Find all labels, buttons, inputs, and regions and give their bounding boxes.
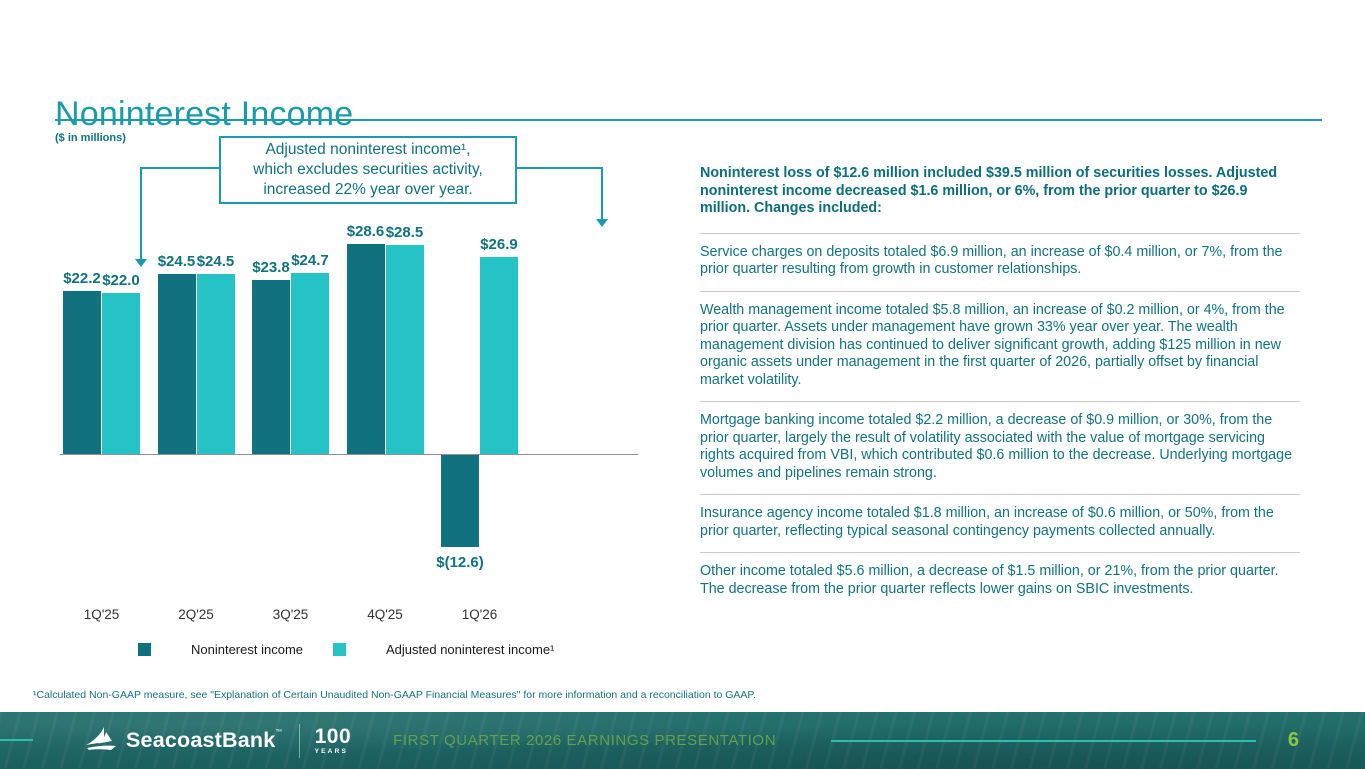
bar-1Q'26-series1 bbox=[441, 455, 479, 548]
bar-value-label: $(12.6) bbox=[436, 554, 484, 572]
bar-3Q'25-series1 bbox=[252, 279, 290, 454]
commentary-item: Other income totaled $5.6 million, a dec… bbox=[700, 552, 1300, 610]
commentary-item: Wealth management income totaled $5.8 mi… bbox=[700, 290, 1300, 402]
x-axis-line bbox=[60, 454, 638, 455]
commentary-item: Insurance agency income totaled $1.8 mil… bbox=[700, 494, 1300, 552]
x-axis-label: 4Q'25 bbox=[367, 607, 403, 622]
footer-divider bbox=[298, 723, 300, 758]
callout-line: which excludes securities activity, bbox=[253, 161, 483, 178]
bar-1Q'26-series2 bbox=[480, 256, 518, 454]
bar-2Q'25-series1 bbox=[157, 274, 196, 454]
callout-connector-left bbox=[140, 167, 219, 169]
chart-legend: Noninterest income Adjusted noninterest i… bbox=[138, 642, 584, 657]
bar-value-label: $24.5 bbox=[196, 253, 235, 271]
bar-1Q'25-series1 bbox=[63, 291, 101, 454]
bar-value-label: $22.0 bbox=[102, 271, 140, 289]
footnote: ¹Calculated Non-GAAP measure, see "Expla… bbox=[33, 689, 756, 701]
bar-value-label: $23.8 bbox=[252, 258, 290, 276]
bar-value-label: $22.2 bbox=[63, 270, 101, 288]
bar-value-label: $28.6 bbox=[346, 223, 385, 241]
years-number: 100 bbox=[314, 724, 352, 748]
bar-chart: $22.2 $22.0 1Q'25 $24.5 $24.5 2Q'25 $23.8 $24.7… bbox=[55, 210, 645, 640]
commentary-heading: Noninterest loss of $12.6 million includ… bbox=[700, 165, 1278, 216]
bar-1Q'25-series2 bbox=[102, 292, 140, 454]
x-axis-label: 2Q'25 bbox=[178, 607, 214, 622]
commentary-panel: Noninterest loss of $12.6 million includ… bbox=[700, 165, 1300, 610]
page-number: 6 bbox=[1287, 729, 1299, 751]
x-axis-label: 1Q'25 bbox=[83, 607, 120, 622]
presentation-title: FIRST QUARTER 2026 EARNINGS PRESENTATION bbox=[393, 732, 777, 749]
years-label: YEARS bbox=[314, 747, 349, 755]
bar-4Q'25-series1 bbox=[346, 244, 385, 454]
units-label: ($ in millions) bbox=[55, 132, 126, 144]
legend-swatch-icon bbox=[333, 643, 346, 656]
callout-connector-right-drop bbox=[601, 167, 603, 219]
callout-box: Adjusted noninterest income¹, which exclu… bbox=[219, 136, 517, 204]
callout-line: Adjusted noninterest income¹, bbox=[265, 141, 471, 158]
bar-value-label: $24.5 bbox=[157, 253, 196, 271]
footer-left-accent-line bbox=[0, 739, 33, 741]
trademark-mark: ™ bbox=[275, 729, 283, 736]
x-axis-label: 3Q'25 bbox=[272, 607, 309, 622]
centennial-logo: 100 YEARS bbox=[315, 726, 352, 756]
bar-3Q'25-series2 bbox=[291, 272, 329, 454]
commentary-item: Mortgage banking income totaled $2.2 mil… bbox=[700, 401, 1300, 494]
page-title: Noninterest Income bbox=[55, 94, 354, 133]
logo-text: SeacoastBank™ bbox=[126, 728, 283, 752]
bar-value-label: $28.5 bbox=[385, 224, 424, 242]
arrow-down-icon bbox=[596, 219, 608, 227]
bar-value-label: $26.9 bbox=[480, 235, 518, 253]
commentary-item: Service charges on deposits totaled $6.9… bbox=[700, 232, 1300, 291]
seacoast-logo: SeacoastBank™ bbox=[84, 726, 283, 756]
callout-connector-right bbox=[515, 167, 603, 169]
title-underline bbox=[55, 119, 1322, 121]
legend-item: Adjusted noninterest income¹ bbox=[333, 642, 554, 657]
legend-label: Adjusted noninterest income¹ bbox=[386, 642, 555, 657]
legend-label: Noninterest income bbox=[191, 642, 303, 657]
bar-4Q'25-series2 bbox=[385, 245, 424, 454]
commentary-list: Service charges on deposits totaled $6.9… bbox=[700, 232, 1300, 611]
x-axis-label: 1Q'26 bbox=[461, 607, 498, 622]
bar-value-label: $24.7 bbox=[291, 251, 329, 269]
legend-swatch-icon bbox=[138, 643, 151, 656]
legend-item: Noninterest income bbox=[138, 642, 303, 657]
bar-2Q'25-series2 bbox=[196, 274, 235, 454]
footer-accent-line bbox=[831, 739, 1256, 742]
arrow-down-icon bbox=[135, 259, 147, 267]
callout-line: increased 22% year over year. bbox=[263, 181, 473, 198]
callout-text: Adjusted noninterest income¹, which exclu… bbox=[253, 140, 483, 200]
sailboat-icon bbox=[86, 726, 116, 750]
callout-connector-left-drop bbox=[140, 167, 142, 260]
footer-bar: SeacoastBank™ 100 YEARS FIRST QUARTER 20… bbox=[0, 712, 1365, 769]
